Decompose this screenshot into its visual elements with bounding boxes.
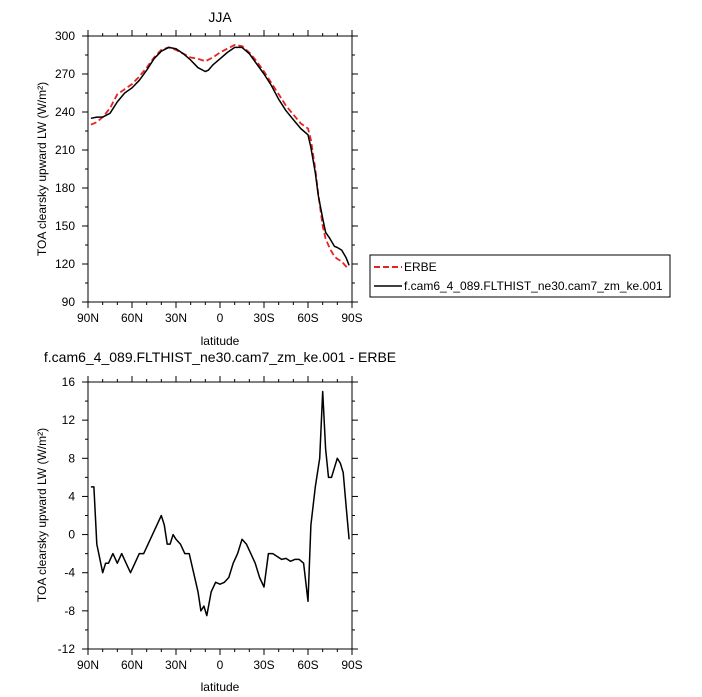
- top-x-tick-label: 60S: [297, 311, 318, 325]
- top-x-tick-label: 90N: [77, 311, 99, 325]
- bottom-series-line-difference: [90, 390, 350, 617]
- bottom-y-tick-label: 0: [68, 528, 75, 542]
- top-y-tick-label: 300: [55, 29, 75, 43]
- bottom-y-tick-label: 12: [62, 413, 76, 427]
- top-y-tick-label: 270: [55, 67, 75, 81]
- bottom-x-tick-label: 0: [217, 658, 224, 672]
- top-y-tick-label: 240: [55, 105, 75, 119]
- bottom-x-tick-label: 30N: [165, 658, 187, 672]
- bottom-x-tick-label: 60N: [121, 658, 143, 672]
- bottom-x-tick-label: 90S: [341, 658, 362, 672]
- top-series-line-model: [90, 46, 350, 266]
- top-x-tick-label: 30N: [165, 311, 187, 325]
- bottom-x-tick-label: 90N: [77, 658, 99, 672]
- bottom-x-tick-label: 30S: [253, 658, 274, 672]
- legend: ERBE f.cam6_4_089.FLTHIST_ne30.cam7_zm_k…: [369, 254, 671, 298]
- legend-label-model: f.cam6_4_089.FLTHIST_ne30.cam7_zm_ke.001: [404, 279, 663, 293]
- top-y-tick-label: 90: [62, 295, 76, 309]
- bottom-y-tick-label: 16: [62, 375, 76, 389]
- bottom-y-tick-label: -12: [58, 642, 76, 656]
- top-y-tick-label: 210: [55, 143, 75, 157]
- top-x-tick-label: 0: [217, 311, 224, 325]
- bottom-panel: f.cam6_4_089.FLTHIST_ne30.cam7_zm_ke.001…: [35, 349, 396, 694]
- bottom-chart-title: f.cam6_4_089.FLTHIST_ne30.cam7_zm_ke.001…: [44, 349, 396, 365]
- top-y-tick-label: 150: [55, 219, 75, 233]
- top-series-line-erbe: [90, 44, 350, 270]
- bottom-y-tick-label: -4: [64, 566, 75, 580]
- bottom-y-tick-label: -8: [64, 604, 75, 618]
- top-x-tick-label: 60N: [121, 311, 143, 325]
- bottom-x-axis-label: latitude: [201, 680, 240, 694]
- legend-box: [369, 254, 671, 298]
- bottom-y-tick-label: 8: [68, 451, 75, 465]
- top-chart-title: JJA: [208, 9, 232, 25]
- bottom-y-tick-label: 4: [68, 489, 75, 503]
- legend-label-erbe: ERBE: [404, 260, 437, 274]
- top-y-tick-label: 180: [55, 181, 75, 195]
- top-x-tick-label: 30S: [253, 311, 274, 325]
- top-y-tick-label: 120: [55, 257, 75, 271]
- top-plot-frame: [87, 35, 353, 303]
- top-x-tick-label: 90S: [341, 311, 362, 325]
- top-panel: JJA 90N 60N 30N 0 30S 60S 90S 90 120 150 180 210 240…: [35, 9, 671, 348]
- top-x-axis-label: latitude: [201, 334, 240, 348]
- bottom-x-tick-label: 60S: [297, 658, 318, 672]
- top-y-axis-label: TOA clearsky upward LW (W/m²): [35, 82, 49, 256]
- bottom-y-axis-label: TOA clearsky upward LW (W/m²): [35, 428, 49, 602]
